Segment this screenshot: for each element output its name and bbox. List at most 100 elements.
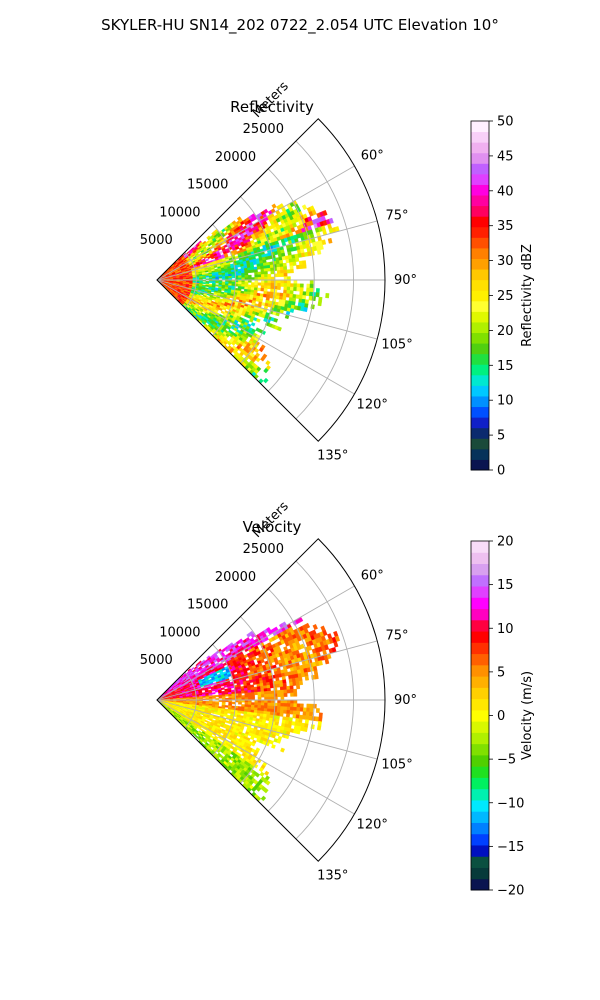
colorbar-segment — [471, 343, 489, 355]
colorbar-segment — [471, 597, 489, 610]
colorbar-segment — [471, 754, 489, 767]
colorbar-segment — [471, 788, 489, 801]
colorbar-segment — [471, 687, 489, 700]
colorbar-segment — [471, 152, 489, 164]
colorbar-tick-label: 25 — [497, 289, 514, 304]
azimuth-tick-label: 75° — [386, 629, 409, 644]
azimuth-tick-label: 120° — [357, 397, 388, 412]
colorbar-segment — [471, 247, 489, 259]
colorbar-label: Velocity (m/s) — [520, 671, 535, 760]
radar-field — [157, 199, 340, 384]
colorbar-tick-label: 5 — [497, 429, 505, 444]
azimuth-spoke — [156, 585, 355, 701]
colorbar-segment — [471, 833, 489, 846]
colorbar-segment — [471, 574, 489, 587]
colorbar-segment — [471, 878, 489, 891]
colorbar-segment — [471, 300, 489, 312]
range-tick-label: 20000 — [215, 150, 256, 165]
colorbar-segment — [471, 121, 489, 133]
colorbar-tick-label: −10 — [497, 796, 524, 811]
colorbar-segment — [471, 856, 489, 868]
colorbar: −20 −15 −10 −5 0 5 10 15 20 Velocity (m/s) — [470, 535, 535, 899]
colorbar-tick-label: 20 — [497, 535, 514, 550]
colorbar-segment — [471, 374, 489, 386]
azimuth-spoke — [156, 279, 355, 395]
colorbar-segment — [471, 844, 489, 857]
azimuth-tick-label: 90° — [394, 273, 417, 288]
colorbar-segment — [471, 732, 489, 745]
colorbar-tick-label: −20 — [497, 884, 524, 899]
colorbar-segment — [471, 541, 489, 553]
azimuth-spoke — [156, 699, 378, 760]
colorbar-segment — [471, 279, 489, 291]
colorbar-segment — [471, 142, 489, 154]
colorbar-segment — [471, 743, 489, 756]
azimuth-tick-label: 135° — [317, 449, 348, 464]
range-tick-label: 15000 — [187, 178, 228, 193]
colorbar-segment — [471, 766, 489, 778]
colorbar-segment — [471, 653, 489, 666]
colorbar-segment — [471, 353, 489, 365]
colorbar-segment — [471, 321, 489, 334]
colorbar-segment — [471, 811, 489, 823]
reflectivity-panel: 60° 75° 90° 105° 120° 135° 5000 10000 15000 20000… — [140, 79, 535, 479]
colorbar-segment — [471, 619, 489, 632]
colorbar-segment — [471, 822, 489, 835]
colorbar-segment — [471, 269, 489, 281]
colorbar-segment — [471, 721, 489, 733]
colorbar-tick-label: 5 — [497, 665, 505, 680]
colorbar-tick-label: 10 — [497, 394, 514, 409]
colorbar-segment — [471, 552, 489, 565]
colorbar-segment — [471, 385, 489, 397]
azimuth-spoke — [156, 640, 378, 701]
colorbar-segment — [471, 438, 489, 450]
panel-title: Velocity — [243, 518, 302, 536]
colorbar-segment — [471, 417, 489, 429]
colorbar-segment — [471, 332, 489, 344]
colorbar-segment — [471, 173, 489, 185]
azimuth-spoke — [156, 165, 355, 281]
colorbar-segment — [471, 448, 489, 460]
colorbar-segment — [471, 631, 489, 643]
azimuth-tick-label: 135° — [317, 869, 348, 884]
colorbar-segment — [471, 608, 489, 621]
panel-title: Reflectivity — [230, 98, 314, 116]
colorbar-label: Reflectivity dBZ — [520, 244, 535, 347]
plot-frame — [156, 538, 386, 862]
colorbar-tick-label: 15 — [497, 359, 514, 374]
radar-field — [157, 616, 341, 802]
colorbar-segment — [471, 226, 489, 238]
colorbar-tick-label: 35 — [497, 219, 514, 234]
colorbar: 0 5 10 15 20 25 30 35 40 45 50 Reflectivity dBZ — [470, 115, 535, 479]
colorbar-segment — [471, 799, 489, 812]
azimuth-spoke — [156, 699, 355, 815]
colorbar-segment — [471, 195, 489, 207]
colorbar-segment — [471, 664, 489, 677]
colorbar-segment — [471, 364, 489, 376]
colorbar-segment — [471, 258, 489, 270]
colorbar-segment — [471, 777, 489, 790]
colorbar-segment — [471, 698, 489, 711]
colorbar-tick-label: 10 — [497, 622, 514, 637]
plot-frame — [156, 118, 386, 442]
colorbar-segment — [471, 642, 489, 655]
range-tick-label: 5000 — [140, 653, 173, 668]
colorbar-tick-label: 45 — [497, 149, 514, 164]
colorbar-tick-label: −5 — [497, 753, 516, 768]
colorbar-segment — [471, 406, 489, 418]
azimuth-tick-label: 75° — [386, 209, 409, 224]
colorbar-tick-label: 0 — [497, 709, 505, 724]
azimuth-tick-label: 90° — [394, 693, 417, 708]
azimuth-tick-label: 105° — [381, 757, 412, 772]
range-tick-label: 25000 — [243, 542, 284, 557]
colorbar-tick-label: 0 — [497, 464, 505, 479]
range-tick-label: 10000 — [159, 625, 200, 640]
figure-title: SKYLER-HU SN14_202 0722_2.054 UTC Elevat… — [101, 16, 499, 34]
colorbar-segment — [471, 459, 489, 471]
colorbar-tick-label: 30 — [497, 254, 514, 269]
colorbar-segment — [471, 563, 489, 576]
colorbar-segment — [471, 290, 489, 302]
range-tick-label: 25000 — [243, 122, 284, 137]
colorbar-tick-label: 20 — [497, 324, 514, 339]
